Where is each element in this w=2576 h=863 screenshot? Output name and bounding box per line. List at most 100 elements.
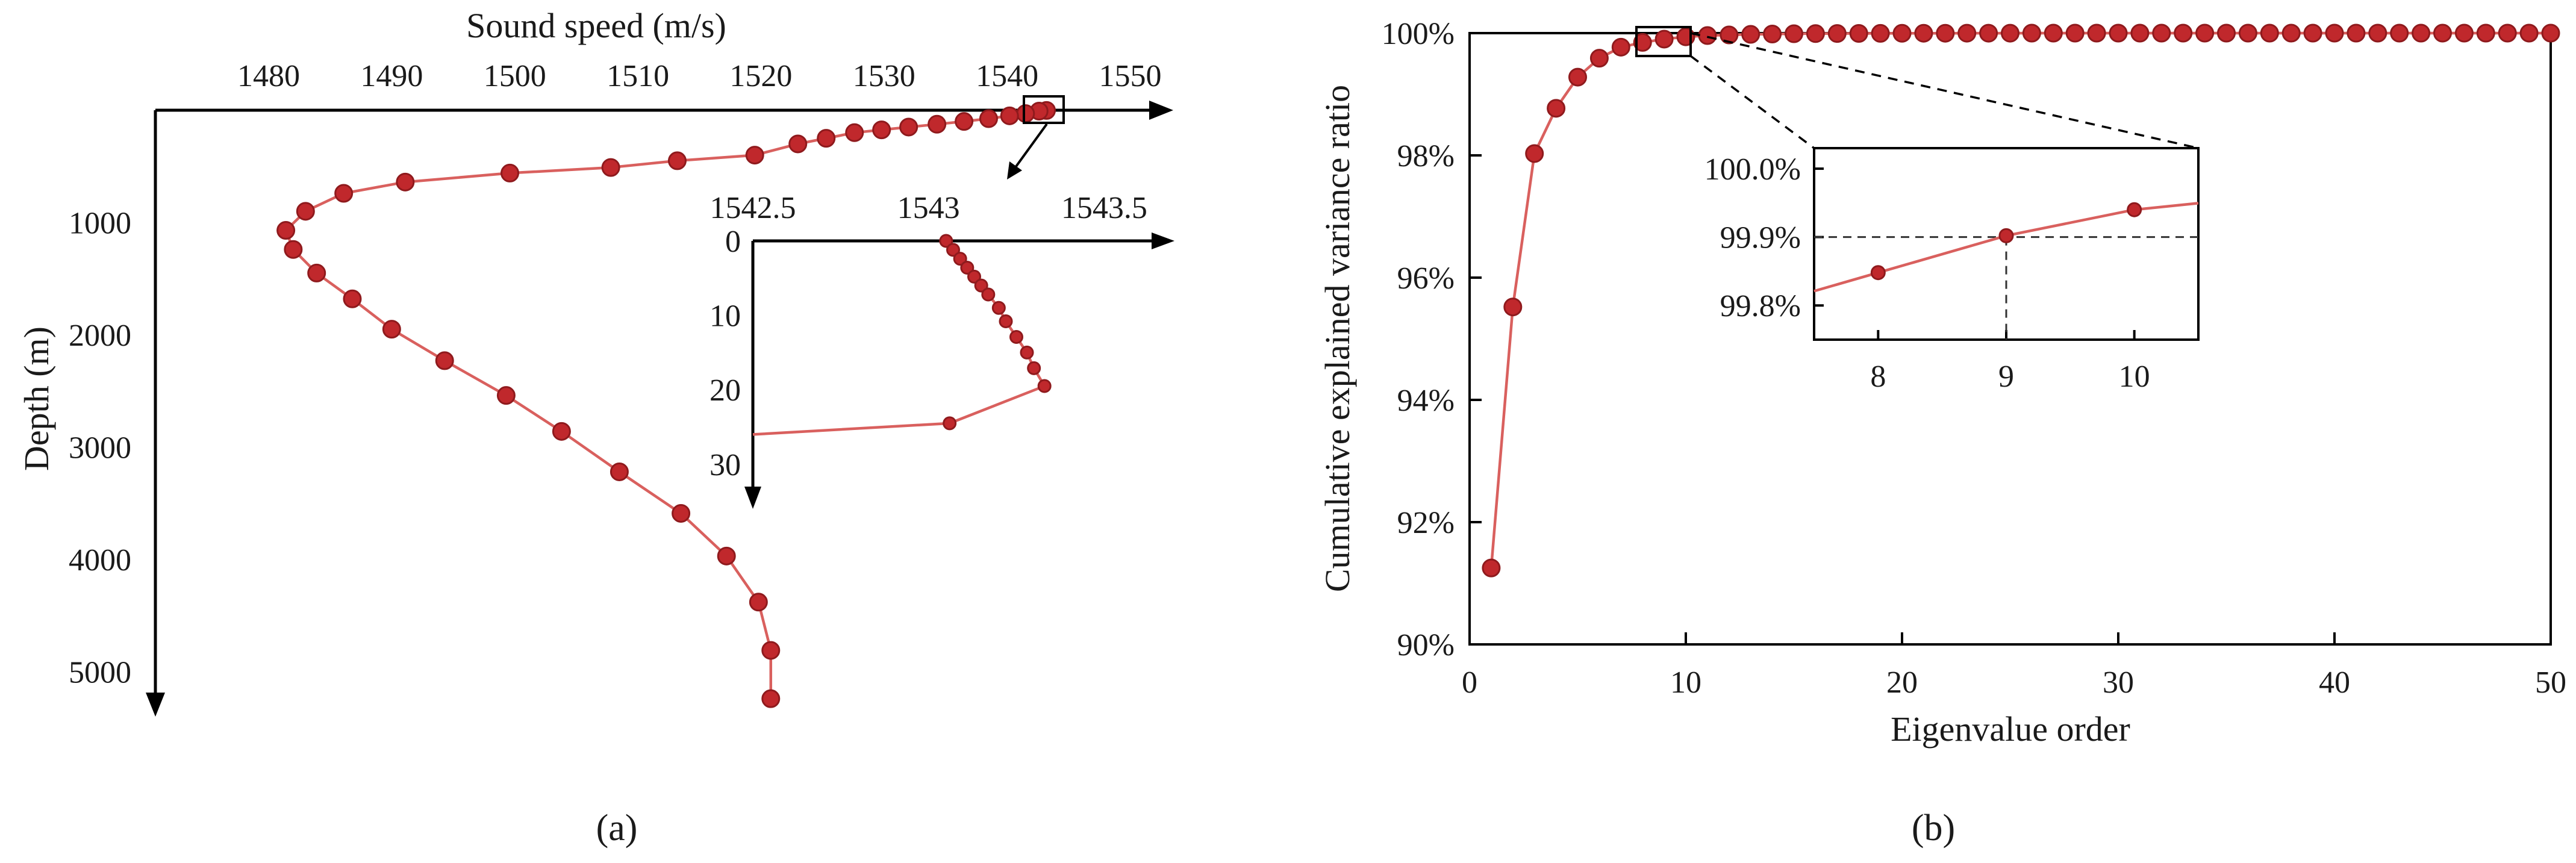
panel-a-data-point [552,422,571,441]
panel-a-y-tick-label: 1000 [69,206,131,240]
panel-b-data-point [2476,23,2495,43]
panel-b-inset-y-tick-label: 100.0% [1704,152,1801,187]
panel-a-inset-data-point [981,287,996,302]
panel-b-data-point [2433,23,2452,43]
panel-b-inset-y-tick-label: 99.9% [1720,221,1801,255]
panel-b-data-point [1482,558,1501,578]
panel-a-data-point [296,202,315,221]
panel-b-y-tick-label: 98% [1397,139,1455,173]
panel-a-y-axis-arrow [146,693,165,717]
panel-a-inset-data-point [943,416,957,431]
panel-b-data-point [2260,23,2279,43]
panel-b-inset-data-point [1998,228,2014,243]
panel-b-y-axis-label: Cumulative explained variance ratio [1318,85,1357,592]
panel-a-data-point [667,151,687,170]
panel-b-data-point [2001,23,2019,43]
panel-b-data-point [2087,23,2106,43]
panel-b-zoom-guide-left [1689,55,1815,149]
panel-b-x-tick-label: 40 [2319,665,2350,700]
panel-b-data-point [2238,23,2257,43]
panel-a-data-point [601,158,620,177]
panel-a-inset-data-point [1027,361,1041,375]
panel-a-inset-x-tick-label: 1543.5 [1061,191,1147,225]
panel-b-data-point [1503,298,1523,317]
panel-b-x-tick-label: 10 [1670,665,1701,700]
panel-a-inset-data-point [991,301,1006,315]
panel-b-inset-x-tick-label: 9 [1998,360,2014,394]
panel-a-x-axis-label: Sound speed (m/s) [466,6,726,45]
panel-b-data-point [2498,23,2517,43]
panel-b-data-point [1827,24,1847,43]
panel-b-data-point [1741,25,1760,44]
panel-b-data-point [1892,23,1912,43]
panel-a-x-tick-label: 1490 [360,59,423,93]
panel-b-inset-data-point [2127,202,2142,217]
panel-a-inset: 1542.5 1543 1543.5 0 10 20 30 [709,191,1174,509]
panel-a-zoom-box [1023,95,1065,124]
panel-a-data-point [334,184,354,203]
panel-a-data-point [307,263,326,282]
panel-b-data-point [1654,30,1674,49]
panel-a-data-point [435,351,454,370]
panel-a-inset-y-tick-label: 0 [725,225,741,259]
panel-b-y-tick-label: 92% [1397,506,1455,540]
panel-b-y-tick-label: 94% [1397,384,1455,418]
panel-a-data-point [396,172,415,192]
panel-a-inset-data-point [999,314,1013,328]
panel-a-y-tick-label: 3000 [69,431,131,465]
panel-a-x-tick-label: 1480 [237,59,300,93]
panel-a-x-tick-label: 1500 [484,59,546,93]
panel-a-data-point [496,386,516,405]
panel-a-inset-data-point [1020,345,1034,360]
panel-a-data-point [382,320,401,339]
panel-a-data-point [979,109,998,128]
panel-a-y-tick-label: 2000 [69,319,131,353]
panel-b-data-point [2174,23,2193,43]
panel-a-y-axis-label: Depth (m) [17,326,56,471]
panel-a-x-tick-label: 1520 [729,59,792,93]
panel-a-inset-y-tick-label: 10 [709,299,741,334]
panel-a-data-point [1016,104,1035,123]
panel-a-zoom-arrow [1011,123,1048,173]
panel-b-inset-data-point [1870,265,1886,281]
panel-b-x-tick-label: 30 [2103,665,2134,700]
panel-a-data-point [817,129,836,148]
panel-b-x-tick-label: 0 [1462,665,1477,700]
panel-b-y-tick-label: 100% [1382,17,1455,51]
panel-b-data-point [1589,49,1609,68]
panel-b-chart: 0 10 20 30 40 50 90% 92% 94% 96% 98% 100% Eigenval… [1318,17,2566,849]
panel-a-y-tick-label: 4000 [69,543,131,578]
panel-a-data-point [672,503,691,523]
panel-a-data-point [745,146,764,165]
panel-a-y-tick-label: 5000 [69,655,131,690]
panel-a-data-point [955,112,974,131]
panel-a-x-axis-arrow [1149,101,1173,120]
panel-b-y-tick-label: 90% [1397,628,1455,662]
panel-b-zoom-box [1635,26,1692,57]
panel-a-data-point [284,240,303,259]
panel-a-x-tick-label: 1510 [607,59,669,93]
panel-a-data-point [1000,106,1019,125]
panel-b-data-point [2152,23,2171,43]
panel-a-inset-y-tick-label: 20 [709,373,741,408]
panel-a-inset-data-point [939,234,953,248]
panel-b-data-point [1979,23,1998,43]
panel-b-x-tick-label: 50 [2535,665,2566,700]
panel-b-data-point [2303,23,2322,43]
panel-b-data-point [1611,37,1630,57]
panel-a-inset-data-point [946,243,960,257]
panel-b-data-point [2390,23,2409,43]
panel-a-data-point [610,462,629,481]
panel-a-inset-data-point [967,269,981,284]
panel-b-data-point [2217,23,2236,43]
panel-b-x-axis-label: Eigenvalue order [1891,709,2130,749]
panel-b-y-tick-label: 96% [1397,261,1455,296]
panel-a-inset-x-axis-arrow [1152,232,1174,249]
panel-b-data-point [1806,24,1825,43]
panel-a-inset-data-point [974,278,988,293]
panel-a-inset-x-tick-label: 1542.5 [710,191,796,225]
panel-b-data-point [1871,23,1890,43]
panel-b-data-point [2130,23,2150,43]
panel-b-data-point [2347,23,2366,43]
